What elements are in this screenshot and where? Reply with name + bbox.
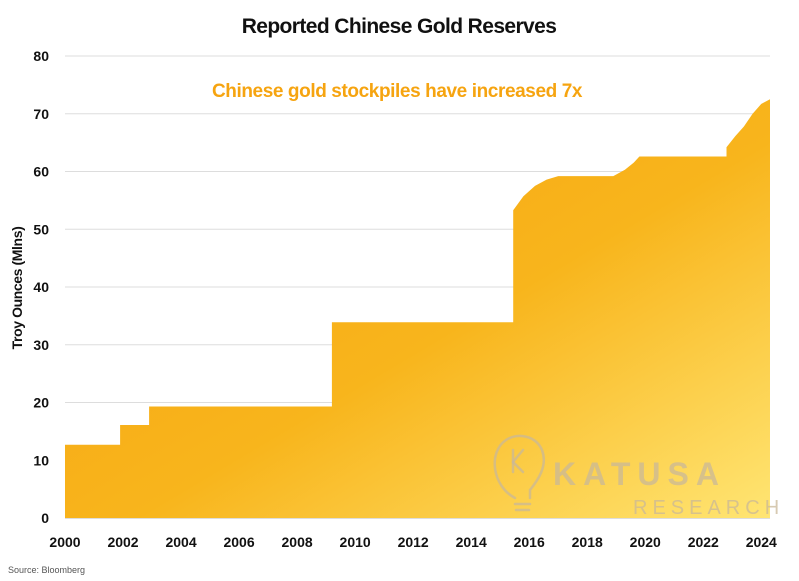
x-tick-label: 2006 [223, 534, 254, 550]
x-tick-label: 2016 [514, 534, 545, 550]
x-tick-label: 2014 [456, 534, 487, 550]
y-tick-label: 0 [41, 510, 49, 526]
y-tick-label: 10 [33, 452, 49, 468]
source-note: Source: Bloomberg [8, 565, 85, 575]
x-tick-label: 2020 [630, 534, 661, 550]
y-axis-label: Troy Ounces (Mlns) [9, 227, 25, 350]
watermark-sub: RESEARCH [633, 497, 784, 519]
y-tick-label: 20 [33, 395, 49, 411]
y-tick-label: 70 [33, 106, 49, 122]
watermark-main: KATUSA [553, 456, 726, 492]
x-tick-label: 2022 [688, 534, 719, 550]
y-axis-ticks: 0 10 20 30 40 50 60 70 80 [33, 48, 49, 526]
x-tick-label: 2000 [49, 534, 80, 550]
y-tick-label: 30 [33, 337, 49, 353]
reserves-area [65, 99, 770, 519]
chart-annotation: Chinese gold stockpiles have increased 7… [212, 81, 583, 102]
y-tick-label: 40 [33, 279, 49, 295]
y-tick-label: 80 [33, 48, 49, 64]
lightbulb-k-icon [493, 434, 546, 512]
watermark-logo: KATUSA RESEARCH [493, 434, 784, 519]
x-tick-label: 2002 [107, 534, 138, 550]
y-tick-label: 60 [33, 164, 49, 180]
x-tick-label: 2008 [282, 534, 313, 550]
x-tick-label: 2012 [398, 534, 429, 550]
x-axis-ticks: 2000 2002 2004 2006 2008 2010 2012 2014 2016 2018… [49, 534, 777, 550]
x-tick-label: 2024 [746, 534, 777, 550]
chart-title: Reported Chinese Gold Reserves [242, 15, 557, 38]
y-tick-label: 50 [33, 221, 49, 237]
x-tick-label: 2004 [165, 534, 196, 550]
x-tick-label: 2010 [340, 534, 371, 550]
x-tick-label: 2018 [572, 534, 603, 550]
